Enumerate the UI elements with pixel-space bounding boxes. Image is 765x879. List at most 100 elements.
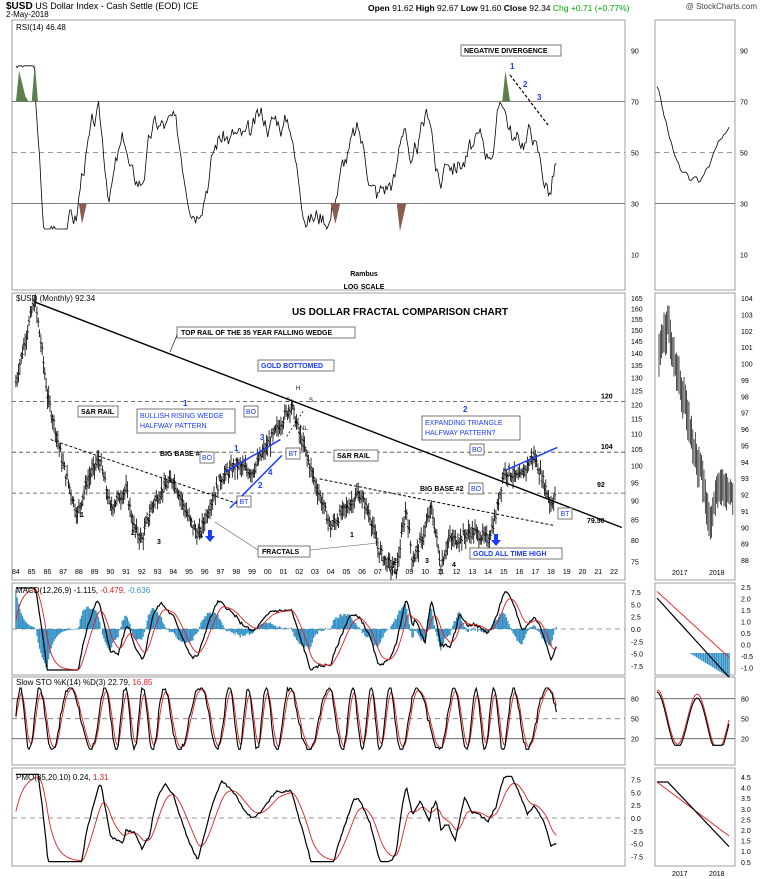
inset-bottom-x-tick: 2017 bbox=[672, 871, 688, 878]
macd-y-tick: -2.5 bbox=[631, 639, 643, 646]
inset-price-y-tick: 93 bbox=[741, 476, 749, 483]
inset-price-y-tick: 94 bbox=[741, 460, 749, 467]
inset-price-y-tick: 92 bbox=[741, 493, 749, 500]
annotation-box bbox=[257, 359, 335, 372]
annotation-box bbox=[469, 547, 563, 560]
pmo-inset-y-tick: 2.5 bbox=[741, 817, 751, 824]
price-x-tick: 02 bbox=[295, 569, 303, 576]
price-x-tick: 12 bbox=[453, 569, 461, 576]
pattern-number: 2 bbox=[463, 405, 468, 414]
bo-box bbox=[468, 482, 484, 495]
fractal-number: 1 bbox=[80, 512, 84, 519]
pattern-number: 4 bbox=[268, 468, 273, 477]
sto-y-tick: 20 bbox=[631, 737, 639, 744]
price-y-tick: 95 bbox=[631, 480, 639, 487]
price-x-tick: 01 bbox=[280, 569, 288, 576]
macd-inset-line bbox=[656, 597, 730, 678]
macd-y-tick: -7.5 bbox=[631, 664, 643, 671]
macd-inset-signal bbox=[656, 591, 730, 658]
annotation-rising-wedge-2: HALFWAY PATTERN bbox=[140, 423, 207, 430]
pattern-number: 1 bbox=[183, 399, 188, 408]
price-y-tick: 160 bbox=[631, 306, 643, 313]
inset-price-y-tick: 100 bbox=[741, 362, 753, 369]
price-x-tick: 84 bbox=[12, 569, 20, 576]
annotation-7950: 79.50 bbox=[587, 518, 605, 525]
macd-signal-line bbox=[15, 588, 557, 671]
annotation-fractals: FRACTALS bbox=[262, 549, 300, 556]
annotation-expanding-triangle: EXPANDING TRIANGLE bbox=[425, 420, 503, 427]
annotation-box bbox=[136, 408, 236, 434]
price-x-tick: 89 bbox=[91, 569, 99, 576]
price-y-tick: 125 bbox=[631, 389, 643, 396]
blue-arrow bbox=[205, 530, 215, 542]
pattern-number: 3 bbox=[260, 433, 265, 442]
pmo-inset-y-tick: 0.5 bbox=[741, 860, 751, 867]
bo-box bbox=[199, 451, 215, 464]
price-x-tick: 16 bbox=[516, 569, 524, 576]
inset-price-y-tick: 98 bbox=[741, 394, 749, 401]
pmo-inset-line bbox=[657, 781, 730, 848]
price-x-tick: 18 bbox=[547, 569, 555, 576]
inset-panel-frame bbox=[654, 676, 736, 766]
main-panel-frame bbox=[11, 767, 626, 867]
annotation-bo: BO bbox=[471, 486, 482, 493]
rsi-point-label: 2 bbox=[523, 80, 528, 89]
chart-header: $USD US Dollar Index - Cash Settle (EOD)… bbox=[0, 0, 765, 20]
level-label: 92 bbox=[597, 482, 605, 489]
price-x-tick: 94 bbox=[169, 569, 177, 576]
annotation-leader bbox=[169, 334, 178, 353]
rsi-overbought-fill bbox=[15, 63, 511, 102]
annotation-neckline: NL bbox=[300, 426, 308, 432]
inset-price-y-tick: 102 bbox=[741, 329, 753, 336]
pmo-line bbox=[15, 773, 557, 863]
price-y-tick: 135 bbox=[631, 363, 643, 370]
price-x-tick: 87 bbox=[59, 569, 67, 576]
macd-inset-y-tick: -1.0 bbox=[741, 666, 753, 673]
rsi-y-tick: 30 bbox=[631, 202, 639, 209]
inset-price-y-tick: 89 bbox=[741, 542, 749, 549]
annotation-bt: BT bbox=[240, 499, 250, 506]
price-x-tick: 86 bbox=[44, 569, 52, 576]
annotation-neg-div: NEGATIVE DIVERGENCE bbox=[464, 48, 548, 55]
price-y-tick: 105 bbox=[631, 447, 643, 454]
bo-box bbox=[469, 443, 485, 456]
rising-wedge-upper bbox=[224, 438, 281, 473]
inset-panel-frame bbox=[654, 292, 736, 581]
annotation-rising-wedge: BULLISH RISING WEDGE bbox=[140, 413, 224, 420]
price-x-tick: 20 bbox=[579, 569, 587, 576]
pmo-signal-line bbox=[15, 776, 557, 862]
price-x-tick: 88 bbox=[75, 569, 83, 576]
annotation-head: H bbox=[296, 386, 300, 392]
pmo-y-tick: -5.0 bbox=[631, 842, 643, 849]
price-y-tick: 150 bbox=[631, 328, 643, 335]
main-panel-frame bbox=[11, 676, 626, 766]
rsi-y-tick: 70 bbox=[631, 100, 639, 107]
inset-panel-frame bbox=[654, 19, 736, 291]
rsi-inset-y-tick: 70 bbox=[740, 100, 748, 107]
macd-inset-y-tick: 0.5 bbox=[741, 631, 751, 638]
pmo-inset-y-tick: 2.0 bbox=[741, 828, 751, 835]
price-x-tick: 96 bbox=[201, 569, 209, 576]
main-panel-frame bbox=[11, 19, 626, 291]
rsi-inset-line bbox=[656, 86, 730, 183]
expanding-triangle-top bbox=[505, 446, 558, 472]
inset-panel-frame bbox=[654, 582, 736, 676]
price-x-tick: 90 bbox=[106, 569, 114, 576]
log-scale-label: LOG SCALE bbox=[344, 284, 385, 291]
annotation-box bbox=[77, 405, 119, 418]
price-x-tick: 19 bbox=[563, 569, 571, 576]
annotation-gold-bottomed: GOLD BOTTOMED bbox=[261, 363, 323, 370]
pmo-inset-y-tick: 3.0 bbox=[741, 807, 751, 814]
inset-price-y-tick: 91 bbox=[741, 509, 749, 516]
price-x-tick: 13 bbox=[468, 569, 476, 576]
pmo-y-tick: -2.5 bbox=[631, 829, 643, 836]
annotation-sr-rail-2: S&R RAIL bbox=[337, 453, 371, 460]
price-x-tick: 04 bbox=[327, 569, 335, 576]
macd-y-tick: 7.5 bbox=[631, 590, 641, 597]
pmo-y-tick: 0.0 bbox=[631, 816, 641, 823]
inset-price-y-tick: 88 bbox=[741, 558, 749, 565]
pmo-inset-y-tick: 4.5 bbox=[741, 775, 751, 782]
price-x-tick: 05 bbox=[343, 569, 351, 576]
level-label: 120 bbox=[601, 394, 613, 401]
pmo-inset-y-tick: 1.5 bbox=[741, 839, 751, 846]
